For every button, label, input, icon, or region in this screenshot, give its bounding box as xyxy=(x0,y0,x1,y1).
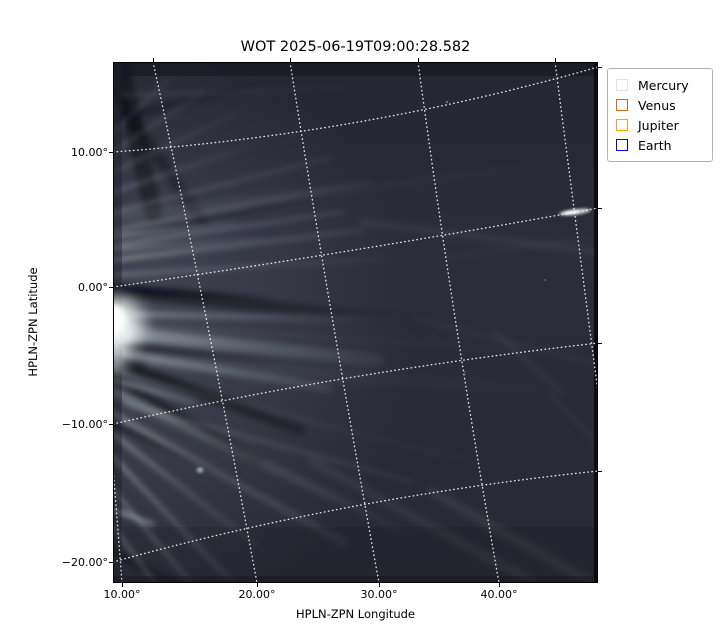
mercury-marker xyxy=(616,79,628,91)
y-tick-right xyxy=(598,67,602,68)
y-tick-label-10: 10.00° xyxy=(71,146,108,159)
x-tick-bottom xyxy=(499,583,500,587)
y-tick-label-m10: −10.00° xyxy=(61,418,108,431)
x-tick-label-40: 40.00° xyxy=(480,588,518,601)
x-tick-label-20: 20.00° xyxy=(238,588,276,601)
y-tick-left xyxy=(109,287,113,288)
x-tick-bottom xyxy=(122,583,123,587)
legend-item-venus: Venus xyxy=(616,95,706,115)
x-tick-top xyxy=(290,58,291,62)
y-tick-label-m20: −20.00° xyxy=(61,556,108,569)
earth-marker xyxy=(616,139,628,151)
x-tick-top xyxy=(153,58,154,62)
y-tick-label-0: 0.00° xyxy=(78,281,108,294)
legend-label-jupiter: Jupiter xyxy=(638,117,679,133)
legend-item-jupiter: Jupiter xyxy=(616,115,706,135)
legend-item-earth: Earth xyxy=(616,135,706,155)
y-tick-left xyxy=(109,424,113,425)
y-tick-left xyxy=(109,562,113,563)
x-tick-top xyxy=(418,58,419,62)
x-tick-bottom xyxy=(257,583,258,587)
plot-title: WOT 2025-06-19T09:00:28.582 xyxy=(240,39,471,55)
y-axis-label: HPLN-ZPN Latitude xyxy=(26,267,40,377)
y-tick-right xyxy=(598,471,602,472)
streamers xyxy=(113,79,598,583)
coronal-image-plot xyxy=(113,62,598,583)
bright-blob xyxy=(113,294,147,371)
coronal-image xyxy=(113,62,598,583)
x-tick-top xyxy=(555,58,556,62)
legend-item-mercury: Mercury xyxy=(616,75,706,95)
legend-label-venus: Venus xyxy=(638,97,676,113)
venus-marker xyxy=(616,99,628,111)
y-tick-right xyxy=(598,208,602,209)
point-sources xyxy=(196,100,546,473)
axes-spines xyxy=(113,62,598,583)
legend-label-mercury: Mercury xyxy=(638,77,689,93)
x-axis-label: HPLN-ZPN Longitude xyxy=(295,607,415,621)
legend: Mercury Venus Jupiter Earth xyxy=(607,68,713,162)
y-tick-left xyxy=(109,152,113,153)
y-tick-right xyxy=(598,343,602,344)
coordinate-grid xyxy=(113,62,598,583)
legend-label-earth: Earth xyxy=(638,137,672,153)
x-tick-label-30: 30.00° xyxy=(360,588,398,601)
jupiter-marker xyxy=(616,119,628,131)
x-tick-label-10: 10.00° xyxy=(103,588,141,601)
x-tick-bottom xyxy=(379,583,380,587)
